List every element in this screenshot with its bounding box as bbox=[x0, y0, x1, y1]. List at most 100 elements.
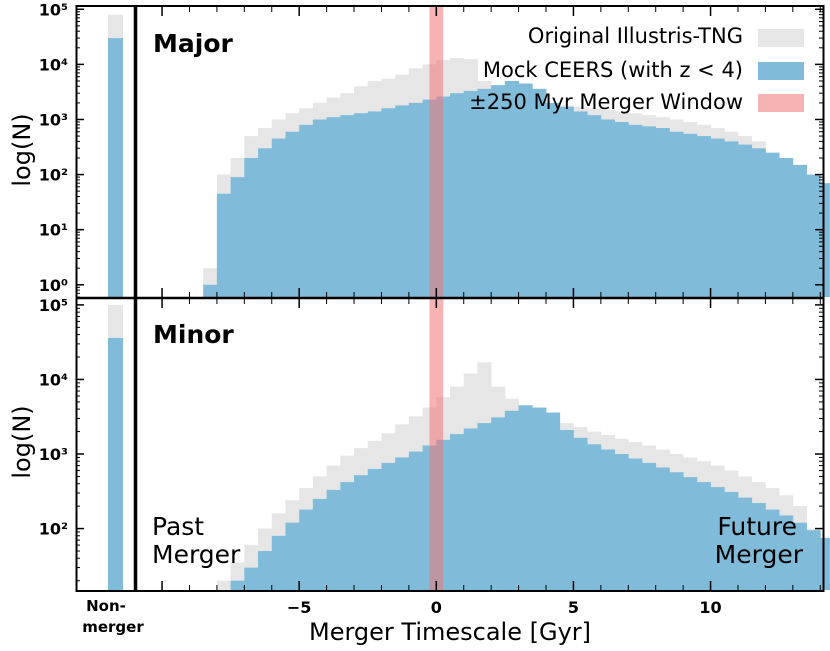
mock-minor-bar bbox=[765, 509, 780, 590]
y-tick-label: 10² bbox=[39, 520, 68, 539]
mock-minor-bar bbox=[395, 457, 410, 590]
mock-major-bar bbox=[285, 131, 300, 297]
y-tick-label: 10⁵ bbox=[39, 0, 68, 19]
mock-major-bar bbox=[340, 115, 355, 297]
x-axis-label: Merger Timescale [Gyr] bbox=[309, 618, 591, 646]
mock-minor-bar bbox=[299, 509, 314, 590]
mock-minor-bar bbox=[546, 412, 561, 590]
legend-swatch-original bbox=[758, 29, 804, 47]
mock-major-bar bbox=[258, 148, 273, 297]
mock-major-bar bbox=[628, 124, 643, 298]
mock-minor-bar bbox=[724, 491, 739, 590]
mock-minor-bar bbox=[450, 434, 465, 590]
y-tick-label: 10³ bbox=[39, 110, 68, 129]
nonmerger-mock-bar bbox=[108, 38, 123, 298]
mock-major-bar bbox=[230, 177, 245, 297]
mock-major-bar bbox=[271, 138, 286, 297]
legend-swatch-window bbox=[758, 94, 804, 112]
mock-minor-bar bbox=[230, 580, 245, 590]
mock-minor-bar bbox=[655, 467, 670, 590]
legend-label-mock: Mock CEERS (with z < 4) bbox=[483, 58, 743, 82]
y-tick-label: 10⁴ bbox=[39, 370, 68, 389]
mock-minor-bar bbox=[696, 482, 711, 590]
mock-major-bar bbox=[573, 111, 588, 297]
original-minor-bar bbox=[216, 580, 232, 590]
mock-minor-bar bbox=[463, 428, 478, 590]
y-tick-label: 10¹ bbox=[39, 221, 68, 240]
axes-frame bbox=[75, 5, 825, 592]
x-axis-ticks: −5 0 5 10 bbox=[287, 598, 722, 617]
mock-major-bar bbox=[477, 88, 492, 297]
mock-minor-bar bbox=[614, 454, 629, 590]
y-tick-label: 10² bbox=[39, 166, 68, 185]
mock-major-bar bbox=[669, 131, 684, 297]
past-merger-annotation-line2: Merger bbox=[152, 540, 241, 569]
mock-minor-bar bbox=[559, 429, 574, 590]
mock-major-bar bbox=[696, 136, 711, 297]
mock-minor-bar bbox=[683, 477, 698, 590]
mock-minor-bar bbox=[285, 522, 300, 590]
mock-major-bar bbox=[600, 119, 615, 298]
legend-label-original: Original Illustris-TNG bbox=[528, 24, 743, 48]
mock-major-bar bbox=[710, 138, 725, 297]
mock-major-bar bbox=[587, 115, 602, 297]
mock-major-bar bbox=[408, 102, 423, 298]
mock-major-bar bbox=[806, 174, 821, 297]
mock-minor-bar bbox=[587, 444, 602, 590]
panel-title-major: Major bbox=[153, 29, 233, 58]
mock-major-bar bbox=[216, 193, 232, 297]
mock-major-bar bbox=[491, 85, 506, 297]
y-axis-label-major: log(N) bbox=[8, 113, 36, 186]
nonmerger-label-line2: merger bbox=[82, 618, 144, 636]
mock-major-bar bbox=[683, 133, 698, 297]
mock-minor-bar bbox=[710, 487, 725, 590]
mock-major-bar bbox=[381, 108, 396, 297]
past-merger-annotation-line1: Past bbox=[152, 512, 204, 541]
mock-minor-bar bbox=[244, 567, 259, 590]
mock-major-bar bbox=[614, 122, 629, 297]
nonmerger-label-line1: Non- bbox=[86, 597, 126, 615]
mock-major-bar bbox=[299, 124, 314, 298]
future-merger-annotation-line1: Future bbox=[717, 512, 797, 541]
legend-swatch-mock bbox=[758, 62, 804, 80]
mock-major-bar bbox=[326, 117, 341, 298]
mock-major-bar bbox=[546, 102, 561, 298]
mock-major-bar bbox=[354, 113, 369, 297]
mock-major-bar bbox=[792, 164, 807, 297]
x-tick-label: −5 bbox=[287, 598, 312, 617]
mock-major-bar bbox=[779, 157, 794, 297]
mock-major-bar bbox=[737, 144, 753, 297]
mock-minor-bar bbox=[641, 462, 657, 590]
y-ticks-major: 10⁰ 10¹ 10² 10³ 10⁴ 10⁵ bbox=[39, 0, 823, 298]
mock-minor-bar bbox=[354, 475, 369, 590]
mock-minor-bar bbox=[600, 449, 615, 590]
mock-minor-bar bbox=[751, 503, 766, 590]
mock-major-bar bbox=[532, 88, 547, 297]
nonmerger-bars-minor bbox=[108, 304, 123, 590]
mock-minor-bar bbox=[258, 551, 273, 590]
mock-minor-bar bbox=[491, 417, 506, 590]
mock-minor-bar bbox=[628, 458, 643, 590]
mock-minor-bar bbox=[367, 468, 382, 590]
x-tick-label: 5 bbox=[568, 598, 579, 617]
mock-major-bar bbox=[450, 93, 465, 297]
y-tick-label: 10³ bbox=[39, 445, 68, 464]
mock-minor-bar bbox=[326, 489, 341, 590]
mock-major-bar bbox=[751, 148, 766, 297]
mock-minor-bar bbox=[779, 515, 794, 590]
mock-minor-bar bbox=[806, 530, 821, 590]
mock-minor-bar bbox=[532, 407, 547, 590]
merger-window-band-major bbox=[429, 7, 444, 297]
y-tick-label: 10⁵ bbox=[39, 296, 68, 315]
mock-major-bar bbox=[504, 80, 519, 298]
mock-minor-bar bbox=[573, 437, 588, 590]
y-tick-label: 10⁴ bbox=[39, 55, 68, 74]
mock-major-bar bbox=[655, 128, 670, 297]
mock-major-bar bbox=[395, 105, 410, 297]
mock-minor-bar bbox=[477, 423, 492, 590]
nonmerger-bars-major bbox=[108, 14, 123, 298]
mock-minor-bar bbox=[340, 482, 355, 590]
panel-minor: 10² 10³ 10⁴ 10⁵ Minor log(N) Past Merger Fu… bbox=[8, 296, 830, 590]
mock-major-bar bbox=[367, 111, 382, 297]
